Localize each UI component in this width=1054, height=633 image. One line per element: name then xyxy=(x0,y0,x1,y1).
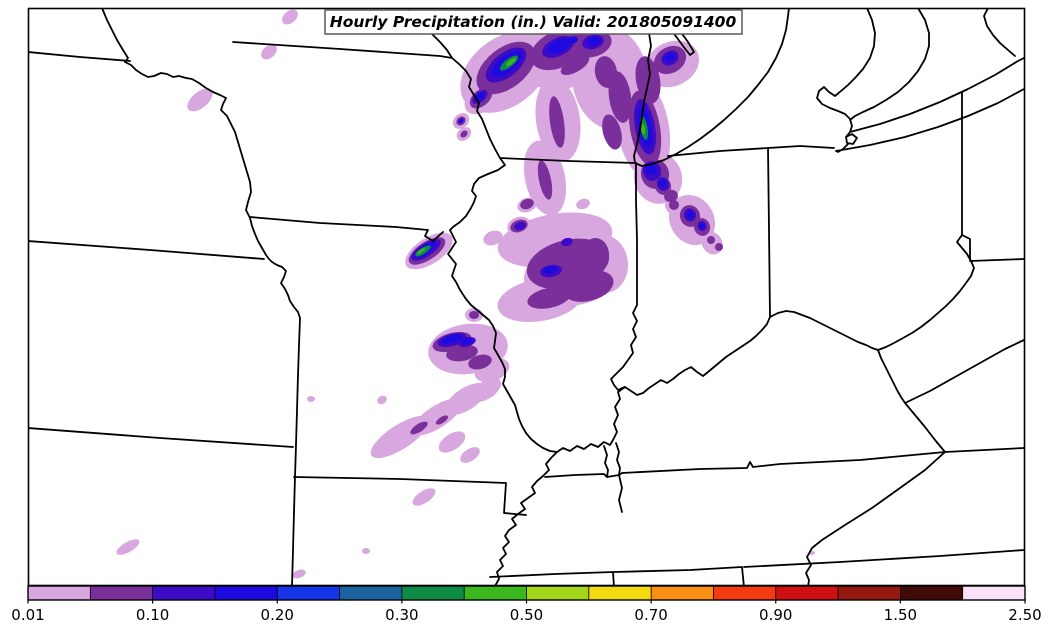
precip-cell xyxy=(587,36,601,46)
precip-cell xyxy=(461,337,473,345)
precip-cell xyxy=(568,36,578,44)
precip-cell xyxy=(537,160,553,200)
colorbar-tick-label: 0.70 xyxy=(634,606,667,624)
colorbar-segment xyxy=(152,586,215,600)
colorbar xyxy=(27,585,1026,604)
precip-cell xyxy=(438,431,466,453)
border-straight-lines xyxy=(28,41,1025,586)
precip-cell xyxy=(562,270,614,302)
precip-cell xyxy=(602,114,622,150)
precip-cell xyxy=(520,198,534,210)
precip-cell xyxy=(707,236,715,244)
precip-cell xyxy=(547,38,571,54)
precip-cell xyxy=(560,54,590,76)
precip-cell xyxy=(582,238,610,270)
precip-cell xyxy=(514,221,526,231)
precip-cell xyxy=(460,130,468,138)
precip-cell xyxy=(116,539,140,555)
colorbar-segment xyxy=(838,586,901,600)
colorbar-tick-label: 0.20 xyxy=(261,606,294,624)
colorbar-segment xyxy=(713,586,776,600)
precip-cell xyxy=(576,198,590,210)
precip-cell xyxy=(506,57,516,67)
colorbar-segment xyxy=(90,586,153,600)
colorbar-segment xyxy=(962,586,1025,600)
precip-cell xyxy=(527,287,571,309)
precip-cell xyxy=(669,200,679,210)
colorbar-tick-label: 2.50 xyxy=(1008,606,1041,624)
state-borders xyxy=(28,8,1025,586)
precip-cell xyxy=(549,96,565,148)
precip-cell xyxy=(187,88,213,112)
colorbar-tick-label: 0.10 xyxy=(136,606,169,624)
precip-cell xyxy=(469,311,479,319)
title-box: Hourly Precipitation (in.) Valid: 201805… xyxy=(324,9,743,35)
precip-cell xyxy=(412,488,436,506)
precip-cell xyxy=(292,569,306,579)
precip-level-0.40 xyxy=(416,57,646,255)
precip-cell xyxy=(416,247,426,255)
colorbar-segment xyxy=(900,586,963,600)
colorbar-tick-labels: 0.01 0.10 0.20 0.30 0.50 0.70 0.90 1.50 2.50 xyxy=(11,606,1041,624)
precip-cell xyxy=(686,211,694,219)
precip-cell xyxy=(282,9,298,25)
precip-cell xyxy=(470,378,502,402)
precip-cell xyxy=(608,71,632,123)
precip-cell xyxy=(664,52,676,62)
precip-cell xyxy=(664,189,678,203)
ohio-river-system xyxy=(556,234,1025,513)
border-east-verticals xyxy=(610,91,1025,586)
precip-cell xyxy=(483,230,503,246)
colorbar-segment xyxy=(214,586,278,600)
precip-cell xyxy=(261,44,277,60)
precip-cell xyxy=(468,354,492,370)
precip-cell xyxy=(458,118,464,124)
colorbar-segment xyxy=(464,586,527,600)
title-box-background xyxy=(324,9,743,35)
colorbar-tick-label: 0.30 xyxy=(385,606,418,624)
colorbar-segment xyxy=(28,586,91,600)
colorbar-tick-label: 0.90 xyxy=(759,606,792,624)
precip-cell xyxy=(715,243,723,251)
precip-cell xyxy=(410,421,428,435)
precip-cell xyxy=(561,237,573,247)
colorbar-segment xyxy=(651,586,714,600)
colorbar-segment xyxy=(775,586,839,600)
precip-cell xyxy=(645,163,657,175)
great-lakes-shorelines xyxy=(633,8,1025,167)
precip-cell xyxy=(460,447,480,463)
precip-cell xyxy=(659,179,667,187)
precip-cell xyxy=(640,123,646,135)
precip-cell xyxy=(446,344,478,362)
border-west-missouri-river xyxy=(101,8,301,586)
precip-cell xyxy=(377,395,387,405)
precip-cell xyxy=(543,266,557,274)
colorbar-segment xyxy=(401,586,465,600)
precip-cell xyxy=(699,223,705,229)
precip-cell xyxy=(307,396,315,402)
map-title: Hourly Precipitation (in.) Valid: 201805… xyxy=(330,13,737,31)
colorbar-tick-label: 0.50 xyxy=(510,606,543,624)
colorbar-segment xyxy=(588,586,652,600)
precip-cell xyxy=(362,548,370,554)
colorbar-segment xyxy=(277,586,340,600)
precip-cell xyxy=(435,415,449,425)
precip-cell xyxy=(441,334,463,344)
colorbar-segment xyxy=(526,586,589,600)
colorbar-segment xyxy=(339,586,402,600)
colorbar-tick-label: 0.01 xyxy=(11,606,44,624)
colorbar-tick-label: 1.50 xyxy=(884,606,917,624)
mississippi-river xyxy=(407,8,558,586)
